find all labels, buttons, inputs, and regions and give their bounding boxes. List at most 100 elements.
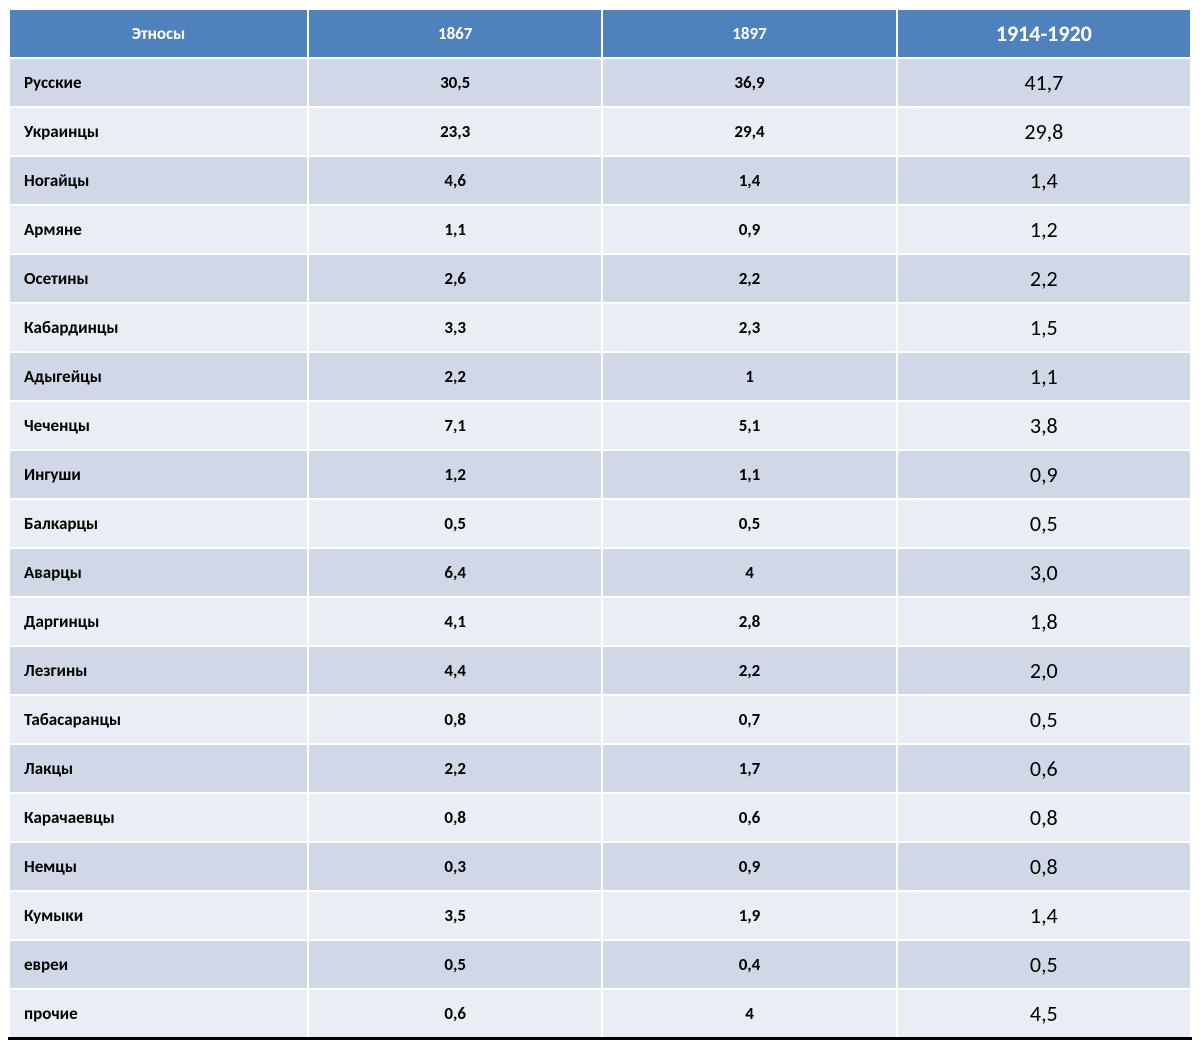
table-row: Лакцы2,21,70,6 (9, 744, 1191, 793)
cell-1914-1920: 1,4 (897, 156, 1191, 205)
ethnic-composition-table: Этносы 1867 1897 1914-1920 Русские30,536… (8, 8, 1192, 1040)
cell-1897: 1 (602, 352, 896, 401)
cell-1897: 1,4 (602, 156, 896, 205)
table-row: Даргинцы4,12,81,8 (9, 597, 1191, 646)
cell-1897: 0,5 (602, 499, 896, 548)
cell-1867: 4,1 (308, 597, 602, 646)
cell-1914-1920: 1,4 (897, 891, 1191, 940)
table-row: Балкарцы0,50,50,5 (9, 499, 1191, 548)
cell-ethnos: Табасаранцы (9, 695, 308, 744)
cell-1867: 6,4 (308, 548, 602, 597)
table-row: Лезгины4,42,22,0 (9, 646, 1191, 695)
cell-1914-1920: 0,8 (897, 793, 1191, 842)
cell-1914-1920: 2,2 (897, 254, 1191, 303)
cell-ethnos: Армяне (9, 205, 308, 254)
table-row: Русские30,536,941,7 (9, 58, 1191, 107)
cell-1914-1920: 1,8 (897, 597, 1191, 646)
cell-1914-1920: 0,6 (897, 744, 1191, 793)
cell-ethnos: Карачаевцы (9, 793, 308, 842)
cell-1867: 0,8 (308, 695, 602, 744)
cell-1897: 0,9 (602, 842, 896, 891)
cell-ethnos: Даргинцы (9, 597, 308, 646)
cell-1897: 2,8 (602, 597, 896, 646)
cell-ethnos: Ингуши (9, 450, 308, 499)
cell-1914-1920: 1,1 (897, 352, 1191, 401)
cell-1867: 0,6 (308, 989, 602, 1039)
cell-1914-1920: 1,5 (897, 303, 1191, 352)
table-row: Армяне1,10,91,2 (9, 205, 1191, 254)
cell-1914-1920: 0,5 (897, 940, 1191, 989)
cell-ethnos: Русские (9, 58, 308, 107)
cell-1897: 0,4 (602, 940, 896, 989)
cell-ethnos: Чеченцы (9, 401, 308, 450)
col-header-1867: 1867 (308, 9, 602, 58)
cell-ethnos: прочие (9, 989, 308, 1039)
cell-1867: 2,6 (308, 254, 602, 303)
cell-1867: 3,5 (308, 891, 602, 940)
table-row: Ингуши1,21,10,9 (9, 450, 1191, 499)
table-row: Чеченцы7,15,13,8 (9, 401, 1191, 450)
table-row: Осетины2,62,22,2 (9, 254, 1191, 303)
table-row: евреи0,50,40,5 (9, 940, 1191, 989)
cell-1914-1920: 3,8 (897, 401, 1191, 450)
table-row: Адыгейцы2,211,1 (9, 352, 1191, 401)
table-row: Табасаранцы0,80,70,5 (9, 695, 1191, 744)
cell-1897: 4 (602, 548, 896, 597)
cell-1867: 23,3 (308, 107, 602, 156)
cell-ethnos: Кумыки (9, 891, 308, 940)
cell-1897: 36,9 (602, 58, 896, 107)
cell-1914-1920: 0,8 (897, 842, 1191, 891)
cell-1867: 7,1 (308, 401, 602, 450)
cell-1867: 4,6 (308, 156, 602, 205)
cell-1897: 1,1 (602, 450, 896, 499)
cell-ethnos: Кабардинцы (9, 303, 308, 352)
cell-1867: 0,5 (308, 940, 602, 989)
cell-1914-1920: 0,9 (897, 450, 1191, 499)
cell-1914-1920: 0,5 (897, 695, 1191, 744)
cell-1867: 2,2 (308, 352, 602, 401)
cell-1897: 4 (602, 989, 896, 1039)
cell-1897: 2,2 (602, 254, 896, 303)
cell-1867: 0,5 (308, 499, 602, 548)
cell-1914-1920: 2,0 (897, 646, 1191, 695)
cell-1914-1920: 0,5 (897, 499, 1191, 548)
table-row: Ногайцы4,61,41,4 (9, 156, 1191, 205)
cell-ethnos: Лакцы (9, 744, 308, 793)
cell-1914-1920: 1,2 (897, 205, 1191, 254)
cell-1867: 0,3 (308, 842, 602, 891)
cell-1867: 4,4 (308, 646, 602, 695)
cell-1897: 29,4 (602, 107, 896, 156)
cell-1897: 0,9 (602, 205, 896, 254)
cell-ethnos: Аварцы (9, 548, 308, 597)
cell-1897: 0,6 (602, 793, 896, 842)
cell-ethnos: Немцы (9, 842, 308, 891)
cell-ethnos: Украинцы (9, 107, 308, 156)
table-row: Аварцы6,443,0 (9, 548, 1191, 597)
cell-ethnos: Лезгины (9, 646, 308, 695)
cell-ethnos: Адыгейцы (9, 352, 308, 401)
table-row: Карачаевцы0,80,60,8 (9, 793, 1191, 842)
cell-1914-1920: 41,7 (897, 58, 1191, 107)
table-row: Кабардинцы3,32,31,5 (9, 303, 1191, 352)
cell-ethnos: евреи (9, 940, 308, 989)
col-header-ethnos: Этносы (9, 9, 308, 58)
table-row: Украинцы23,329,429,8 (9, 107, 1191, 156)
cell-1897: 2,2 (602, 646, 896, 695)
col-header-1914-1920: 1914-1920 (897, 9, 1191, 58)
cell-1867: 1,2 (308, 450, 602, 499)
cell-1867: 30,5 (308, 58, 602, 107)
cell-1897: 0,7 (602, 695, 896, 744)
cell-1897: 1,9 (602, 891, 896, 940)
cell-1867: 0,8 (308, 793, 602, 842)
table-row: прочие0,644,5 (9, 989, 1191, 1039)
cell-1867: 3,3 (308, 303, 602, 352)
cell-1914-1920: 4,5 (897, 989, 1191, 1039)
cell-ethnos: Осетины (9, 254, 308, 303)
cell-1867: 1,1 (308, 205, 602, 254)
table-header-row: Этносы 1867 1897 1914-1920 (9, 9, 1191, 58)
col-header-1897: 1897 (602, 9, 896, 58)
cell-1897: 1,7 (602, 744, 896, 793)
cell-ethnos: Ногайцы (9, 156, 308, 205)
cell-1914-1920: 29,8 (897, 107, 1191, 156)
cell-ethnos: Балкарцы (9, 499, 308, 548)
